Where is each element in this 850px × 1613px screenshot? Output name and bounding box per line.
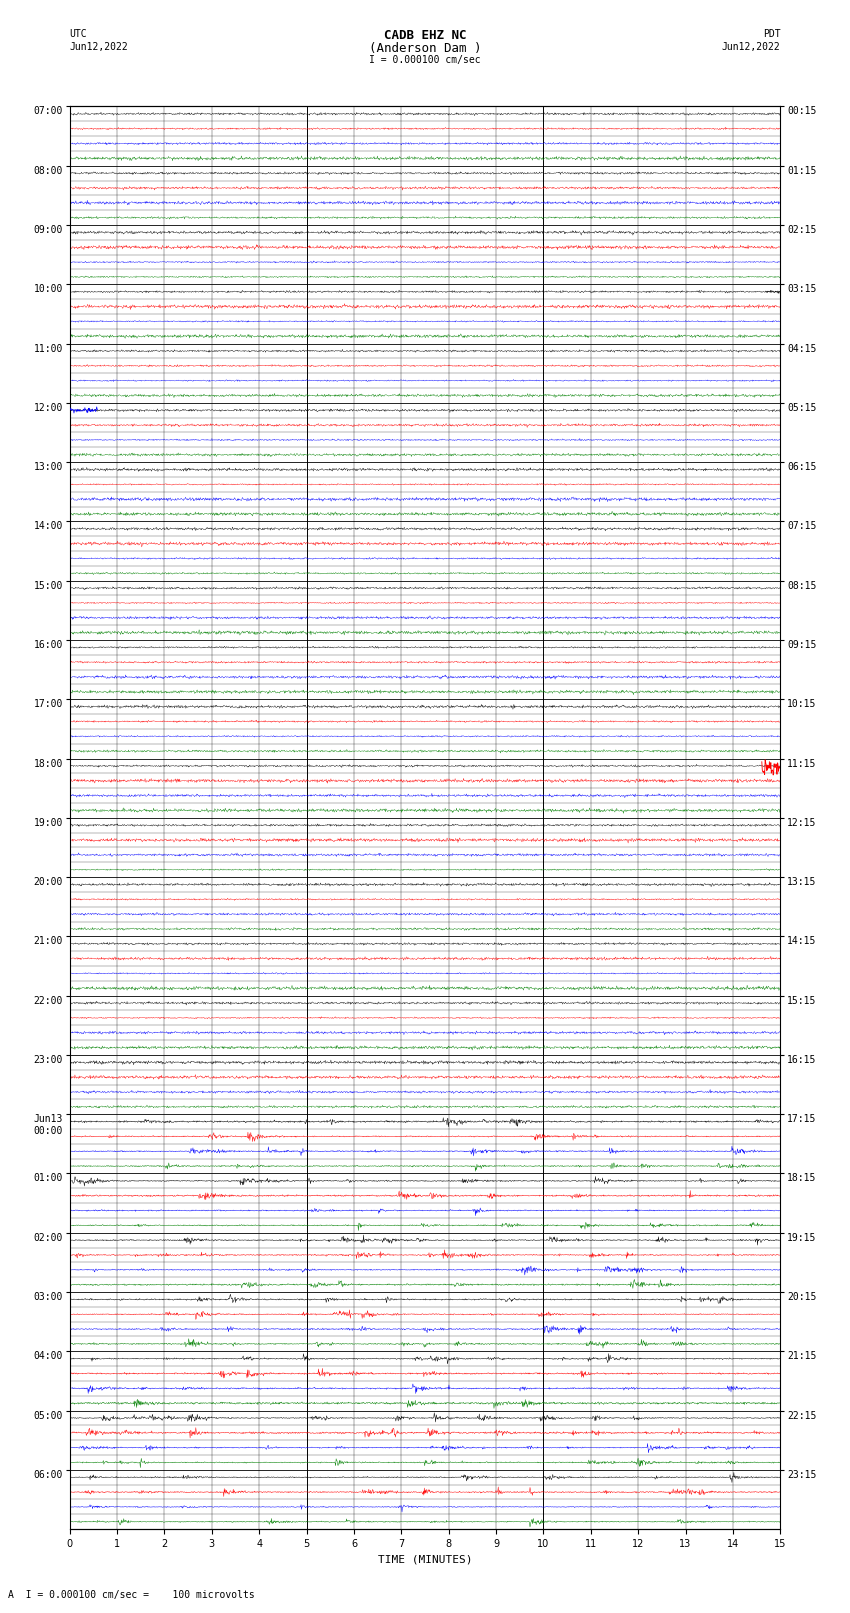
Text: (Anderson Dam ): (Anderson Dam ) [369,42,481,55]
Text: PDT: PDT [762,29,780,39]
Text: CADB EHZ NC: CADB EHZ NC [383,29,467,42]
Text: Jun12,2022: Jun12,2022 [722,42,780,52]
Text: Jun12,2022: Jun12,2022 [70,42,128,52]
X-axis label: TIME (MINUTES): TIME (MINUTES) [377,1555,473,1565]
Text: UTC: UTC [70,29,88,39]
Text: A  I = 0.000100 cm/sec =    100 microvolts: A I = 0.000100 cm/sec = 100 microvolts [8,1590,255,1600]
Text: I = 0.000100 cm/sec: I = 0.000100 cm/sec [369,55,481,65]
